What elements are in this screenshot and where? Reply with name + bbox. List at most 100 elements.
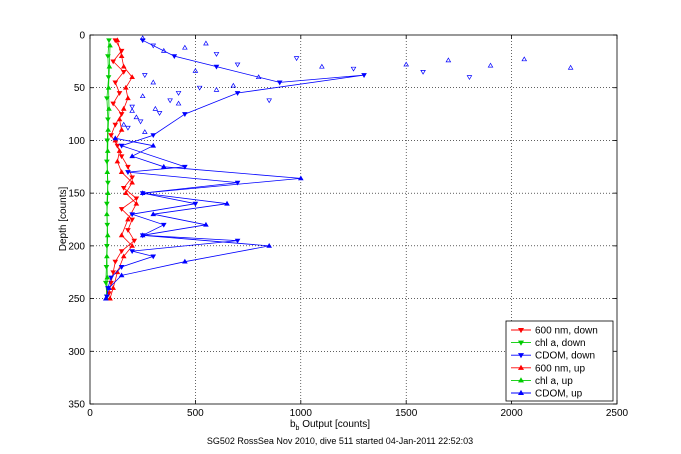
data-point: [106, 105, 112, 111]
data-point: [105, 54, 111, 59]
y-tick-label: 0: [79, 31, 85, 42]
data-point: [104, 148, 111, 153]
legend-item: chl a, up: [511, 376, 573, 387]
data-point: [129, 153, 135, 159]
data-point: [118, 265, 125, 270]
y-tick-label: 50: [74, 83, 86, 94]
data-point: [234, 62, 241, 68]
data-point: [104, 96, 110, 102]
data-point: [120, 70, 127, 75]
legend-item: 600 nm, down: [511, 326, 598, 337]
data-point: [150, 43, 157, 49]
data-point: [521, 56, 528, 62]
data-point: [105, 190, 111, 196]
data-point: [120, 253, 127, 259]
data-point: [104, 211, 110, 217]
data-point: [213, 52, 220, 57]
data-point: [139, 35, 146, 41]
data-point: [152, 105, 159, 111]
data-point: [150, 133, 157, 139]
legend-marker: [517, 353, 525, 359]
data-point: [150, 79, 157, 85]
legend-label: chl a, up: [535, 376, 573, 387]
data-point: [141, 129, 148, 134]
x-axis-label-rest: Output [counts]: [299, 419, 370, 430]
legend-item: CDOM, up: [511, 389, 583, 400]
data-point: [118, 53, 125, 58]
data-point: [108, 275, 114, 281]
ticks: 0 500 1000 1500 2000 2500 0 50 100 150 200 250 300 35…: [68, 31, 628, 420]
data-point: [160, 163, 167, 169]
series-layer: [102, 35, 574, 301]
data-point: [118, 249, 125, 255]
data-point: [118, 272, 125, 278]
data-point: [203, 221, 209, 227]
data-point: [213, 86, 220, 92]
data-point: [102, 295, 109, 301]
data-point: [297, 175, 304, 181]
data-point: [160, 47, 167, 53]
data-point: [106, 63, 113, 69]
data-point: [420, 70, 426, 75]
y-tick-label: 100: [68, 136, 85, 147]
data-point: [129, 179, 135, 185]
data-point: [182, 44, 188, 50]
legend-marker: [517, 340, 525, 346]
data-point: [403, 61, 410, 67]
data-point: [103, 265, 110, 270]
data-point: [116, 91, 123, 96]
y-tick-label: 150: [68, 189, 85, 200]
y-axis-label: Depth [counts]: [58, 187, 69, 252]
data-point: [361, 73, 367, 78]
series-cdom-up: [120, 35, 574, 134]
data-point: [213, 64, 220, 70]
data-point: [125, 95, 131, 101]
data-point: [156, 111, 163, 116]
data-point: [466, 75, 473, 81]
x-tick-label: 1000: [290, 408, 313, 419]
data-point: [137, 119, 144, 125]
data-point: [175, 100, 182, 106]
data-point: [171, 54, 178, 59]
data-point: [129, 108, 135, 113]
data-point: [104, 274, 111, 280]
data-point: [118, 169, 125, 174]
data-point: [139, 232, 146, 238]
data-point: [133, 114, 140, 120]
data-point: [129, 242, 135, 248]
legend-label: CDOM, down: [535, 351, 595, 362]
data-point: [234, 91, 241, 96]
legend-marker: [517, 364, 525, 370]
data-point: [114, 37, 121, 43]
data-point: [104, 159, 110, 165]
data-point: [567, 64, 574, 70]
data-point: [234, 238, 241, 244]
data-point: [192, 201, 199, 207]
series-cdom-down: [125, 43, 473, 131]
series-cdom-up: [102, 135, 304, 301]
data-point: [105, 117, 111, 123]
series-line: [106, 39, 365, 297]
data-point: [104, 243, 110, 249]
data-point: [116, 148, 123, 153]
data-point: [129, 217, 135, 223]
data-point: [129, 104, 135, 110]
x-axis-label-main: b: [290, 419, 296, 430]
data-point: [255, 74, 262, 80]
data-point: [133, 196, 140, 202]
data-point: [150, 142, 157, 148]
data-point: [105, 84, 112, 90]
data-point: [104, 201, 110, 207]
data-point: [105, 75, 112, 81]
x-axis-label-sub: b: [296, 425, 300, 432]
legend-marker: [517, 327, 525, 334]
data-point: [266, 98, 272, 104]
data-point: [125, 216, 131, 222]
plot-frame: [89, 34, 618, 405]
data-point: [110, 285, 116, 290]
data-point: [234, 180, 241, 186]
data-point: [182, 112, 188, 117]
data-point: [160, 222, 167, 228]
data-point: [123, 84, 129, 90]
